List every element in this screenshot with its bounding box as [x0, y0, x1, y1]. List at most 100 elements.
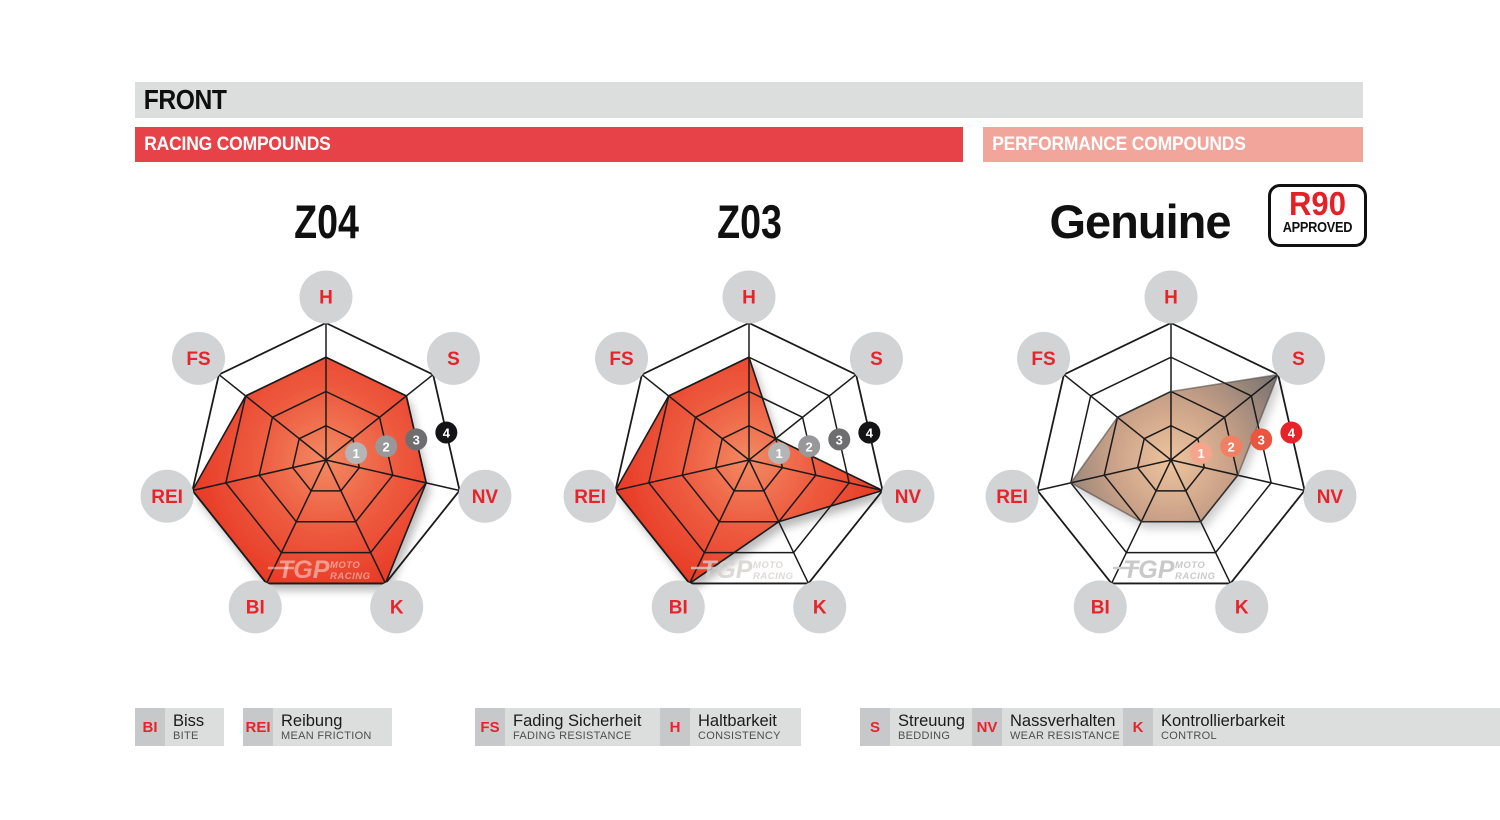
axis-label-circle-H	[722, 270, 776, 324]
radar-fill-outline	[1070, 373, 1279, 523]
axis-label-circle-FS	[595, 331, 649, 385]
scale-marker-2	[1220, 435, 1243, 458]
page-title: FRONT	[143, 84, 227, 115]
racing-compounds-band: RACING COMPOUNDS	[135, 127, 963, 162]
scale-marker-3	[1250, 428, 1273, 451]
radar-ring-2	[258, 390, 394, 523]
radar-spoke-K	[325, 459, 387, 584]
radar-fill-z04	[192, 357, 427, 584]
axis-label-circle-NV	[458, 469, 512, 523]
axis-label-REI: REI	[574, 487, 606, 508]
axis-label-circle-S	[1271, 331, 1325, 385]
svg-text:RACING: RACING	[1175, 571, 1216, 582]
radar-spoke-S	[325, 373, 434, 461]
legend-abbr: NV	[972, 708, 1002, 746]
r90-badge-text: R90	[1289, 185, 1346, 222]
radar-spoke-REI	[615, 459, 750, 492]
legend-term-en: CONSISTENCY	[698, 729, 781, 742]
axis-label-circle-K	[370, 580, 424, 634]
axis-label-NV: NV	[895, 487, 922, 508]
axis-label-K: K	[1235, 597, 1249, 618]
scale-marker-4	[1280, 421, 1303, 444]
svg-text:RACING: RACING	[753, 571, 794, 582]
axis-label-circle-K	[793, 580, 847, 634]
axis-label-S: S	[1292, 349, 1305, 370]
axis-label-circle-K	[1215, 580, 1269, 634]
legend-item-h: H Haltbarkeit CONSISTENCY	[660, 708, 801, 746]
chart-title-genuine: Genuine	[1049, 195, 1231, 248]
axis-label-BI: BI	[1091, 597, 1110, 618]
legend-abbr: H	[660, 708, 690, 746]
r90-approved-badge: R90 APPROVED	[1268, 184, 1367, 247]
legend-term-en: BEDDING	[898, 729, 951, 742]
axis-label-H: H	[1164, 288, 1178, 309]
axis-label-K: K	[813, 597, 827, 618]
radar-ring-4	[1036, 322, 1306, 585]
legend-term-de: Fading Sicherheit	[513, 711, 642, 730]
axis-label-REI: REI	[151, 487, 183, 508]
axis-label-circle-NV	[881, 469, 935, 523]
radar-spoke-NV	[748, 459, 883, 492]
radar-spoke-FS	[641, 373, 750, 461]
svg-text:TGP: TGP	[1123, 556, 1175, 584]
legend-item-fs: FS Fading Sicherheit FADING RESISTANCE	[475, 708, 662, 746]
legend-abbr: BI	[135, 708, 165, 746]
chart-title-z03: Z03	[716, 195, 782, 248]
svg-text:4: 4	[866, 426, 874, 441]
axis-label-circle-S	[849, 331, 903, 385]
axis-label-S: S	[447, 349, 460, 370]
legend-term-en: FADING RESISTANCE	[513, 729, 632, 742]
legend-term-de: Haltbarkeit	[698, 711, 777, 730]
approved-badge-text: APPROVED	[1282, 219, 1353, 236]
axis-label-REI: REI	[996, 487, 1028, 508]
legend-item-s: S Streuung BEDDING	[860, 708, 985, 746]
radar-spoke-REI	[1037, 459, 1172, 492]
legend-abbr: K	[1123, 708, 1153, 746]
radar-ring-4	[614, 322, 884, 585]
legend-term-de: Streuung	[898, 711, 965, 730]
axis-label-circle-BI	[228, 580, 282, 634]
axis-label-FS: FS	[609, 349, 633, 370]
legend-term-en: BITE	[173, 729, 199, 742]
radar-spoke-BI	[265, 459, 327, 584]
radar-spoke-FS	[218, 373, 327, 461]
axis-label-circle-BI	[651, 580, 705, 634]
radar-spoke-REI	[192, 459, 327, 492]
axis-label-circle-REI	[985, 469, 1039, 523]
radar-fill-outline	[191, 356, 427, 585]
svg-text:1: 1	[1197, 446, 1204, 461]
radar-fill-genuine	[1070, 374, 1279, 522]
axis-label-circle-FS	[1017, 331, 1071, 385]
axis-label-circle-REI	[563, 469, 617, 523]
legend-term-en: MEAN FRICTION	[281, 729, 372, 742]
legend-item-rei: REI Reibung MEAN FRICTION	[243, 708, 392, 746]
svg-text:MOTO: MOTO	[753, 560, 783, 571]
legend-abbr: REI	[243, 708, 273, 746]
scale-marker-1	[1190, 442, 1213, 465]
axis-label-circle-S	[426, 331, 480, 385]
svg-text:RACING: RACING	[330, 571, 371, 582]
scale-marker-3	[405, 428, 428, 451]
radar-ring-2	[681, 390, 817, 523]
svg-text:3: 3	[836, 432, 843, 447]
legend-item-k: K Kontrollierbarkeit CONTROL	[1123, 708, 1500, 746]
axis-label-NV: NV	[472, 487, 499, 508]
legend-term-de: Biss	[173, 711, 205, 730]
axis-label-circle-H	[299, 270, 353, 324]
legend-term-de: Kontrollierbarkeit	[1161, 711, 1285, 730]
svg-text:2: 2	[1228, 439, 1235, 454]
radar-fill-outline	[614, 356, 884, 585]
radar-ring-3	[1070, 356, 1272, 554]
axis-label-BI: BI	[246, 597, 265, 618]
legend-item-nv: NV Nassverhalten WEAR RESISTANCE	[972, 708, 1141, 746]
radar-spoke-BI	[688, 459, 750, 584]
legend-term-en: CONTROL	[1161, 729, 1217, 742]
axis-label-circle-REI	[140, 469, 194, 523]
svg-text:1: 1	[775, 446, 782, 461]
svg-text:MOTO: MOTO	[1175, 560, 1205, 571]
axis-label-S: S	[870, 349, 883, 370]
radar-spoke-S	[748, 373, 857, 461]
